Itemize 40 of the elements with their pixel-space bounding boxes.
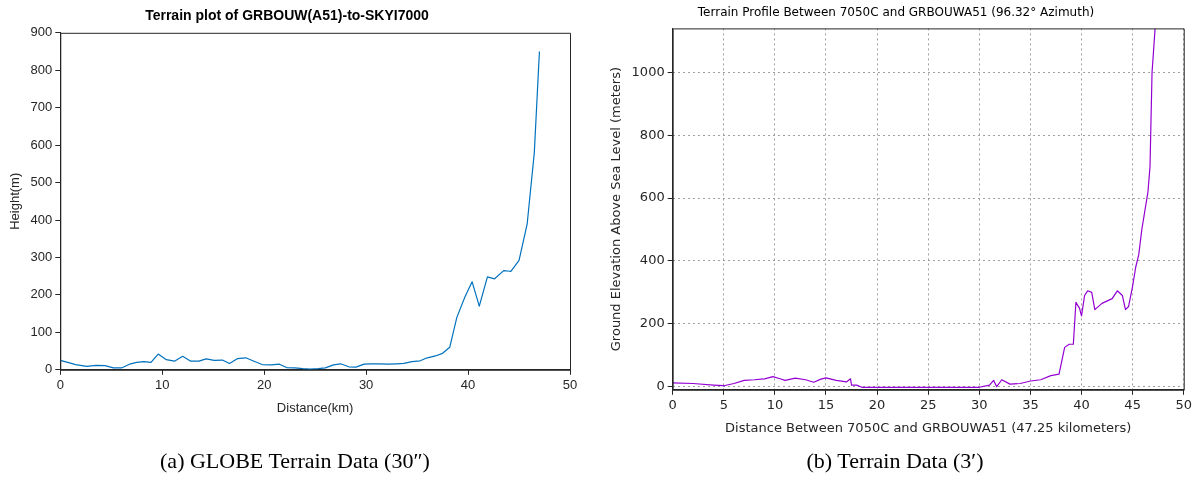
y-tick-label: 500 <box>30 174 53 190</box>
y-tick-label: 300 <box>30 249 53 265</box>
y-tick-label: 600 <box>30 136 53 152</box>
x-axis-title: Distance(km) <box>276 399 354 415</box>
y-tick-label: 900 <box>30 24 53 40</box>
x-tick-label: 0 <box>56 377 64 393</box>
y-tick-label: 800 <box>30 61 53 77</box>
x-tick-label: 40 <box>460 377 476 393</box>
x-tick-label: 10 <box>766 396 784 412</box>
x-tick-label: 15 <box>817 396 835 412</box>
x-tick-label: 20 <box>868 396 886 412</box>
x-tick-label: 50 <box>1175 396 1192 412</box>
x-tick-label: 5 <box>719 396 728 412</box>
x-tick-label: 10 <box>155 377 170 393</box>
x-tick-label: 30 <box>358 377 374 393</box>
y-tick-label: 800 <box>639 126 665 142</box>
y-tick-label: 400 <box>30 211 53 227</box>
x-tick-label: 50 <box>562 377 578 393</box>
text: (b) Terrain Data (3′) <box>805 448 985 474</box>
y-tick-label: 400 <box>639 252 665 268</box>
x-tick-label: 40 <box>1073 396 1090 412</box>
x-tick-label: 30 <box>971 396 988 412</box>
chart-title: Terrain Profile Between 7050C and GRBOUWA51 (96.32° Azimuth) <box>696 5 1095 20</box>
y-tick-label: 1000 <box>631 63 665 79</box>
x-tick-label: 0 <box>668 396 677 412</box>
x-axis-title: Distance Between 7050C and GRBOUWA51 (47.25 kilometers) <box>725 419 1132 435</box>
chart-title: Terrain plot of GRBOUW(A51)-to-SKYI7000 <box>145 7 430 24</box>
x-tick-label: 20 <box>256 377 272 393</box>
y-axis-title: Height(m) <box>7 172 23 230</box>
x-tick-label: 25 <box>919 396 937 412</box>
y-tick-label: 100 <box>30 323 53 339</box>
y-tick-label: 700 <box>30 99 53 115</box>
y-tick-label: 200 <box>30 286 53 302</box>
x-tick-label: 45 <box>1124 396 1141 412</box>
text: (a) GLOBE Terrain Data (30″) <box>159 448 431 474</box>
y-tick-label: 600 <box>639 189 665 205</box>
x-tick-label: 35 <box>1022 396 1039 412</box>
y-axis-title: Ground Elevation Above Sea Level (meters) <box>608 66 624 352</box>
y-tick-label: 200 <box>639 315 665 331</box>
y-tick-label: 0 <box>45 361 53 377</box>
